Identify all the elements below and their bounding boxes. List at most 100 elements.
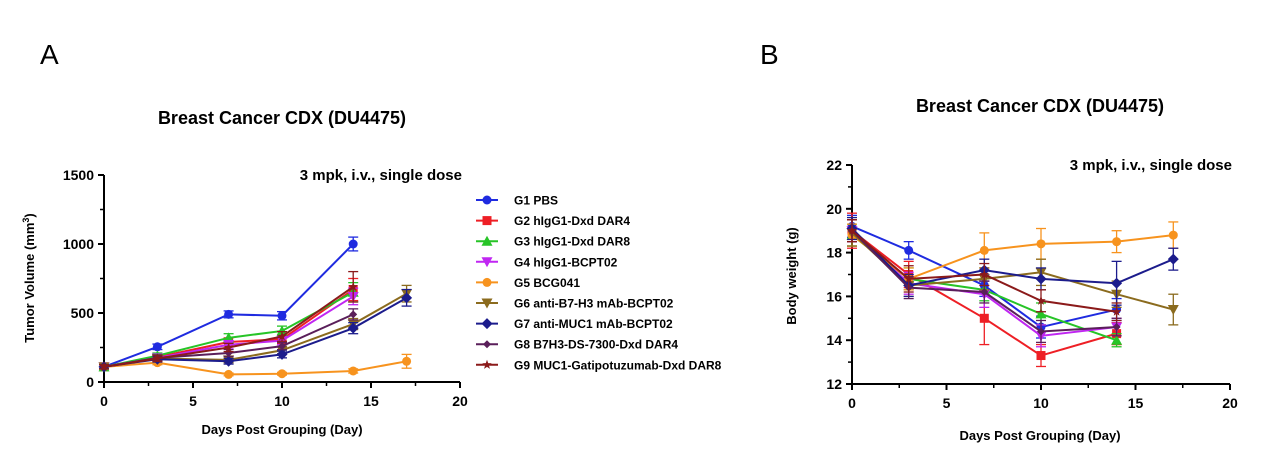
chart-a-xtick-label: 0 [100,393,108,409]
chart-a-point-g5 [224,369,234,379]
chart-a-point-g1 [277,311,287,321]
chart-b-xtick-label: 15 [1128,395,1144,411]
chart-a-annotation: 3 mpk, i.v., single dose [300,167,462,184]
legend-marker [482,216,492,226]
chart-a-point-g1 [348,239,358,249]
chart-b-point-g7 [1167,253,1179,265]
panel-a-letter: A [40,39,59,70]
chart-b-ytick-label: 14 [826,332,842,348]
chart-b-point-g5 [1036,239,1046,249]
chart-a-point-g3 [223,332,235,343]
legend-marker [481,318,493,330]
chart-b-title: Breast Cancer CDX (DU4475) [916,96,1164,116]
chart-b-ylabel: Body weight (g) [784,227,799,325]
chart-b-point-g9 [1036,295,1046,305]
chart-b-ytick-label: 12 [826,376,842,392]
chart-a-point-g7 [347,322,359,334]
chart-b-xlabel: Days Post Grouping (Day) [959,428,1120,443]
chart-b-annotation: 3 mpk, i.v., single dose [1070,157,1232,174]
chart-a-xtick-label: 5 [189,393,197,409]
chart-a-xlabel: Days Post Grouping (Day) [201,422,362,437]
chart-b-xtick-label: 20 [1222,395,1238,411]
chart-b-ytick-label: 18 [826,245,842,261]
chart-a-point-g5 [348,366,358,376]
chart-a-xtick-label: 10 [274,393,290,409]
legend-label: G7 anti-MUC1 mAb-BCPT02 [514,317,673,331]
legend-marker [481,298,493,309]
legend-label: G8 B7H3-DS-7300-Dxd DAR4 [514,338,678,352]
chart-b-point-g9 [847,225,857,235]
chart-b-ytick-label: 16 [826,288,842,304]
legend-label: G9 MUC1-Gatipotuzumab-Dxd DAR8 [514,358,722,372]
chart-a-ylabel: Tumor Volume (mm3) [21,213,37,343]
legend-marker [483,340,491,349]
chart-b-xtick-label: 10 [1033,395,1049,411]
chart-b-point-g6 [1167,305,1179,316]
chart-a-series-g9 [99,270,359,371]
chart-b-xtick-label: 5 [943,395,951,411]
chart-a-title: Breast Cancer CDX (DU4475) [158,108,406,128]
chart-b-point-g2 [979,313,989,323]
legend-item-g7: G7 anti-MUC1 mAb-BCPT02 [476,317,673,331]
chart-a-xtick-label: 20 [452,393,468,409]
chart-a-ytick-label: 1000 [63,236,94,252]
chart-b-point-g2 [1036,351,1046,361]
chart-a-point-g7 [401,292,413,304]
chart-b-point-g3 [1035,308,1047,319]
chart-a-plot: 0 5 10 15 20 0 500 1000 1500 [63,167,468,409]
chart-a-point-g8 [349,310,358,319]
legend-marker [482,359,492,369]
chart-a-point-g5 [402,356,412,366]
chart-b-series-g9 [847,219,1122,322]
chart-b-line-g7 [851,227,1174,287]
chart-a-line-g6 [103,292,408,368]
legend-marker [482,195,492,205]
chart-a-point-g1 [224,309,234,319]
legend-label: G1 PBS [514,194,558,208]
chart-a-point-g9 [348,281,358,291]
chart-b-point-g5 [1112,237,1122,247]
chart-b-point-g7 [1111,277,1123,289]
legend-item-g3: G3 hIgG1-Dxd DAR8 [476,235,630,249]
chart-b-point-g1 [904,245,914,255]
chart-b-series-g5 [847,221,1179,291]
legend-label: G3 hIgG1-Dxd DAR8 [514,235,630,249]
panel-b-letter: B [760,39,779,70]
chart-a-legend: G1 PBS G2 hIgG1-Dxd DAR4 G3 hIgG1-Dxd DAR8… [476,194,722,372]
legend-marker [482,277,492,287]
legend-label: G2 hIgG1-Dxd DAR4 [514,214,630,228]
legend-item-g2: G2 hIgG1-Dxd DAR4 [476,214,630,228]
chart-a-ytick-label: 500 [71,305,95,321]
chart-b-point-g5 [979,245,989,255]
chart-b-xtick-label: 0 [848,395,856,411]
chart-b-point-g9 [1111,306,1122,316]
chart-a-point-g9 [277,331,287,341]
legend-label: G5 BCG041 [514,276,580,290]
chart-b-point-g8 [980,288,989,297]
legend-item-g1: G1 PBS [476,194,558,208]
legend-item-g5: G5 BCG041 [476,276,580,290]
chart-b-point-g9 [979,269,990,279]
legend-label: G6 anti-B7-H3 mAb-BCPT02 [514,297,674,311]
chart-b-point-g5 [1168,230,1178,240]
chart-a-point-g8 [278,342,286,351]
chart-b-point-g8 [1037,327,1045,336]
legend-item-g6: G6 anti-B7-H3 mAb-BCPT02 [476,297,674,311]
legend-item-g9: G9 MUC1-Gatipotuzumab-Dxd DAR8 [476,358,722,372]
legend-item-g4: G4 hIgG1-BCPT02 [476,255,618,269]
chart-a-point-g9 [99,361,109,371]
chart-b-ytick-label: 20 [826,201,842,217]
legend-label: G4 hIgG1-BCPT02 [514,255,618,269]
chart-b-point-g8 [1112,323,1121,332]
chart-a-point-g7 [223,355,235,367]
legend-marker [481,235,493,246]
chart-b-point-g3 [1111,334,1123,345]
chart-a-xtick-label: 15 [363,393,379,409]
chart-a-point-g3 [276,325,288,336]
chart-a-line-g5 [103,360,407,376]
chart-b-point-g9 [903,273,914,283]
chart-b-series-g7 [846,216,1179,306]
legend-item-g8: G8 B7H3-DS-7300-Dxd DAR4 [476,338,678,352]
